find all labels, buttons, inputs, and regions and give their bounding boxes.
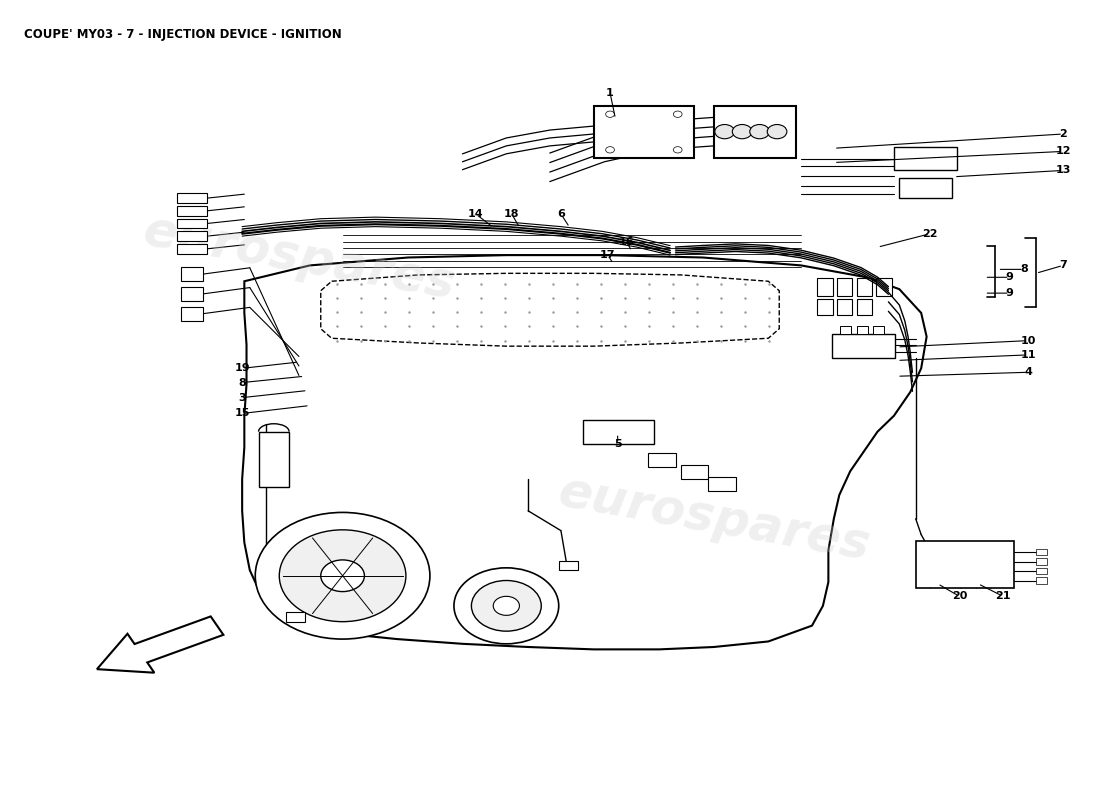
Circle shape [255, 513, 430, 639]
Circle shape [493, 596, 519, 615]
Bar [648, 453, 675, 467]
Bar [840, 326, 851, 334]
FancyArrow shape [97, 617, 223, 673]
Bar [177, 244, 207, 254]
Bar [857, 278, 872, 295]
Bar [1036, 549, 1047, 555]
Circle shape [279, 530, 406, 622]
Text: 1: 1 [606, 88, 614, 98]
Circle shape [321, 560, 364, 591]
Circle shape [472, 581, 541, 631]
Text: 12: 12 [1055, 146, 1070, 157]
Polygon shape [321, 274, 779, 346]
Bar [182, 306, 202, 321]
Text: 4: 4 [1024, 367, 1032, 378]
Bar [714, 106, 795, 158]
Circle shape [767, 125, 786, 138]
Text: 21: 21 [996, 591, 1011, 602]
Text: 14: 14 [468, 209, 484, 219]
Text: 22: 22 [922, 229, 937, 238]
Text: 11: 11 [1021, 350, 1036, 360]
Bar [900, 178, 952, 198]
Bar [177, 194, 207, 203]
Bar [857, 326, 868, 334]
Text: 6: 6 [557, 209, 565, 219]
Text: 8: 8 [239, 378, 246, 387]
Bar [857, 298, 872, 314]
Text: 15: 15 [234, 409, 250, 418]
Bar [681, 465, 708, 479]
Text: 19: 19 [234, 363, 250, 374]
Bar [286, 612, 306, 622]
Circle shape [673, 146, 682, 153]
Bar [559, 561, 579, 570]
Text: 9: 9 [1005, 288, 1013, 298]
Circle shape [750, 125, 769, 138]
Text: 2: 2 [1059, 129, 1067, 139]
Circle shape [733, 125, 752, 138]
Bar [177, 206, 207, 215]
Bar [915, 541, 1014, 589]
Text: eurospares: eurospares [139, 206, 459, 309]
Circle shape [606, 111, 615, 118]
Text: 20: 20 [952, 591, 967, 602]
Bar [894, 146, 957, 170]
Bar [182, 267, 202, 282]
Bar [837, 298, 852, 314]
Bar [1036, 568, 1047, 574]
Bar [1036, 578, 1047, 584]
Bar [817, 298, 833, 314]
Text: 13: 13 [1055, 166, 1070, 175]
Bar [182, 286, 202, 301]
Circle shape [606, 146, 615, 153]
Bar [877, 278, 892, 295]
Text: 5: 5 [614, 438, 622, 449]
Bar [177, 218, 207, 228]
Bar [873, 326, 884, 334]
Text: 7: 7 [1059, 261, 1067, 270]
Text: 8: 8 [1020, 264, 1027, 274]
Bar [837, 278, 852, 295]
Circle shape [715, 125, 735, 138]
Bar [708, 477, 736, 491]
Text: 3: 3 [239, 393, 246, 402]
Bar [583, 420, 653, 443]
Bar [258, 432, 289, 487]
Circle shape [673, 111, 682, 118]
Bar [1036, 558, 1047, 565]
Text: 18: 18 [504, 209, 519, 219]
Text: COUPE' MY03 - 7 - INJECTION DEVICE - IGNITION: COUPE' MY03 - 7 - INJECTION DEVICE - IGN… [24, 28, 342, 41]
Text: 9: 9 [1005, 272, 1013, 282]
Polygon shape [242, 255, 926, 650]
Text: 17: 17 [601, 250, 616, 260]
Bar [594, 106, 694, 158]
Bar [817, 278, 833, 295]
Text: 16: 16 [618, 237, 635, 246]
Bar [177, 231, 207, 241]
Text: 10: 10 [1021, 336, 1036, 346]
Bar [832, 334, 895, 358]
Text: eurospares: eurospares [554, 468, 873, 570]
Circle shape [454, 568, 559, 644]
